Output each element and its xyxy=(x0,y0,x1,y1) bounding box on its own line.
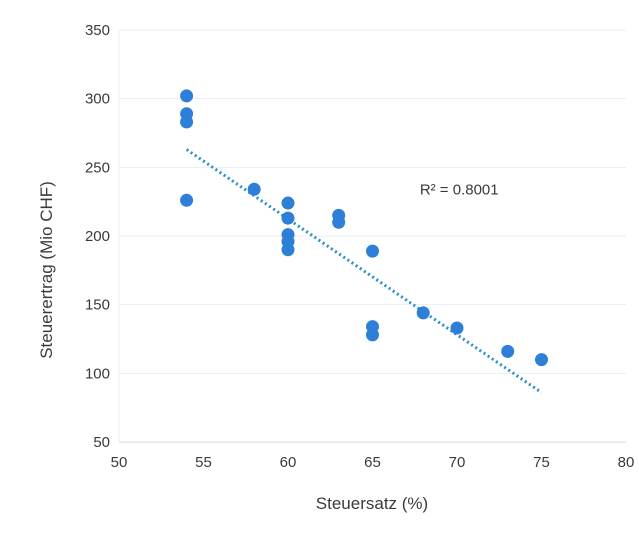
y-tick-label-150: 150 xyxy=(85,297,110,314)
y-tick-label-200: 200 xyxy=(85,228,110,245)
data-point-16 xyxy=(450,321,464,335)
data-point-9 xyxy=(281,243,295,257)
data-point-2 xyxy=(180,115,194,129)
data-point-0 xyxy=(180,89,194,103)
data-point-11 xyxy=(332,215,346,229)
x-tick-label-55: 55 xyxy=(195,454,212,471)
data-point-6 xyxy=(281,211,295,225)
trendline-layer xyxy=(185,148,543,394)
data-point-14 xyxy=(366,328,379,342)
x-axis-title: Steuersatz (%) xyxy=(316,494,428,513)
r-squared-annotation: R² = 0.8001 xyxy=(420,181,499,198)
y-tick-label-50: 50 xyxy=(93,434,110,451)
labels: Steuersatz (%) Steuerertrag (Mio CHF) R²… xyxy=(37,22,634,513)
x-tick-label-75: 75 xyxy=(533,454,550,471)
trendline xyxy=(185,148,543,394)
data-points xyxy=(180,89,548,367)
x-tick-label-70: 70 xyxy=(449,454,466,471)
x-tick-label-50: 50 xyxy=(111,454,128,471)
axes xyxy=(118,30,626,443)
x-tick-label-60: 60 xyxy=(280,454,297,471)
y-tick-label-300: 300 xyxy=(85,91,110,108)
y-tick-label-350: 350 xyxy=(85,22,110,39)
gridlines xyxy=(119,29,626,374)
y-tick-label-100: 100 xyxy=(85,365,110,382)
data-point-3 xyxy=(180,193,194,207)
data-point-18 xyxy=(535,353,548,367)
data-point-17 xyxy=(501,344,515,358)
data-point-4 xyxy=(247,182,261,196)
x-tick-label-65: 65 xyxy=(364,454,381,471)
x-tick-label-80: 80 xyxy=(618,454,635,471)
y-axis-title: Steuerertrag (Mio CHF) xyxy=(37,181,56,359)
data-point-5 xyxy=(281,196,295,210)
data-point-15 xyxy=(416,306,430,320)
y-tick-label-250: 250 xyxy=(85,159,110,176)
data-point-12 xyxy=(366,244,379,258)
